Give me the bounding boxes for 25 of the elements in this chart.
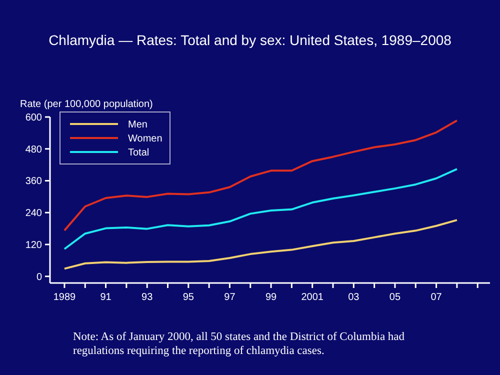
y-tick-label: 240 <box>25 208 42 220</box>
x-tick-label: 03 <box>348 292 360 303</box>
text: Note: As of January 2000, all 50 states and the District of Columbia had regulations requiring the reporting of chlamydia cases. <box>73 331 405 357</box>
x-tick-label: 05 <box>389 292 401 303</box>
x-tick-label: 07 <box>430 292 442 303</box>
y-tick-label: 360 <box>25 176 42 188</box>
legend-label: Total <box>128 148 150 158</box>
y-axis-title: Rate (per 100,000 population) <box>20 99 153 110</box>
x-tick-label: 1989 <box>53 292 76 303</box>
legend-label: Men <box>128 120 148 130</box>
line-series <box>63 119 458 232</box>
legend-label: Women <box>128 134 162 144</box>
line-series <box>63 219 458 270</box>
x-tick-label: 93 <box>142 292 154 303</box>
x-tick-label: 97 <box>224 292 236 303</box>
x-tick-label: 95 <box>182 292 194 303</box>
line-series <box>63 168 458 250</box>
y-tick-label: 0 <box>36 272 42 283</box>
x-tick-label: 2001 <box>301 292 324 303</box>
y-tick-label: 600 <box>25 112 42 124</box>
y-tick-label: 120 <box>25 240 42 251</box>
x-tick-label: 91 <box>100 292 112 303</box>
x-tick-label: 99 <box>265 292 278 303</box>
chart-title: Chlamydia — Rates: Total and by sex: United States, 1989–2008 <box>48 32 452 48</box>
y-tick-label: 480 <box>25 144 42 156</box>
